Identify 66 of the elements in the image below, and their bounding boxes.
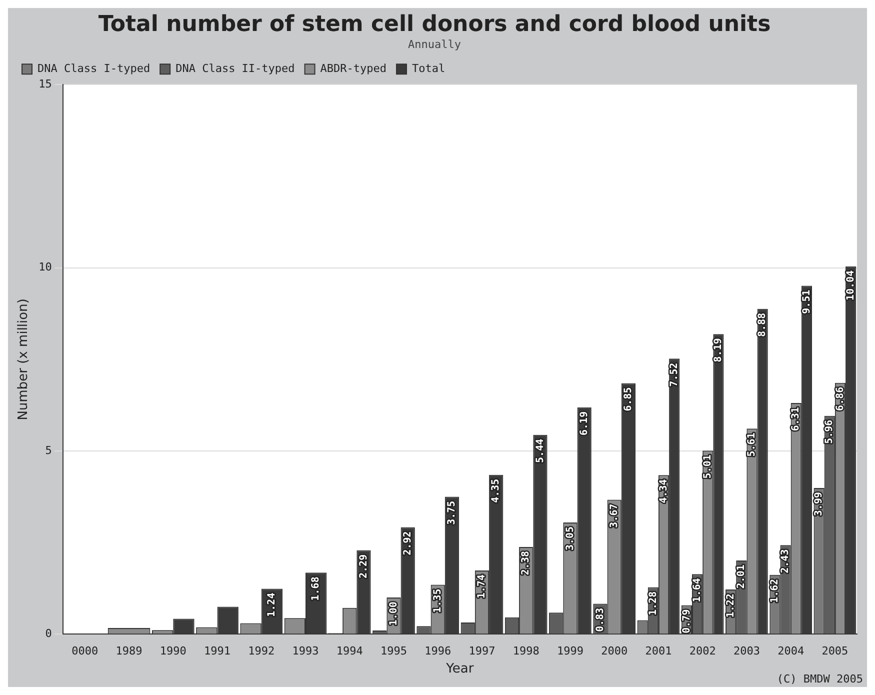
data-label: 1.22 (725, 594, 736, 618)
data-label: 5.44 (534, 438, 546, 463)
x-tick-label: 1995 (380, 644, 407, 658)
data-label: 6.19 (578, 411, 590, 436)
data-label: 4.34 (658, 479, 670, 504)
x-tick-label: 2004 (778, 644, 804, 658)
data-label: 6.31 (790, 407, 802, 432)
data-label: 3.05 (564, 526, 576, 551)
data-label: 2.29 (358, 554, 370, 578)
data-label: 9.51 (801, 290, 812, 314)
text: (C) BMDW 2005 (776, 672, 863, 686)
data-label: 1.62 (770, 578, 781, 603)
data-label: 6.86 (834, 386, 846, 411)
x-tick-label: 1989 (116, 644, 142, 658)
data-label: 3.67 (608, 504, 620, 528)
x-tick-label: 1990 (160, 644, 186, 658)
x-tick-label: 2003 (733, 644, 760, 658)
x-tick-label: 1998 (512, 644, 540, 658)
x-tick-label: 1992 (248, 644, 275, 658)
data-label: 0.79 (681, 609, 692, 634)
data-label: 1.28 (648, 591, 659, 616)
x-tick-label: 1994 (336, 644, 364, 658)
x-tick-label: 1991 (204, 644, 231, 658)
data-label: 5.01 (702, 454, 714, 479)
data-label: 3.75 (446, 500, 458, 525)
data-label: 2.38 (520, 550, 532, 576)
data-label: 1.74 (476, 574, 488, 599)
x-tick-label: 1993 (292, 644, 319, 658)
data-label: 10.04 (845, 270, 856, 300)
x-tick-label: 0000 (72, 644, 98, 658)
x-tick-label: 1999 (556, 644, 584, 658)
data-label: 2.01 (736, 564, 747, 589)
data-label: 2.92 (402, 531, 414, 556)
legend-label: ABDR-typed (320, 62, 387, 75)
x-tick-label: 1997 (468, 644, 496, 658)
x-tick-label: 2001 (645, 644, 672, 658)
chart-subtitle: Annually (408, 38, 462, 51)
y-axis-title: Number (x million) (16, 298, 32, 420)
x-tick-label: 2002 (689, 644, 716, 658)
data-label: 5.61 (746, 432, 758, 457)
data-label: 3.99 (814, 492, 825, 516)
y-tick-label: 5 (45, 444, 52, 457)
data-label: 8.19 (713, 338, 724, 362)
data-label: 7.52 (668, 362, 680, 387)
data-label: 6.85 (623, 387, 634, 412)
data-label: 1.24 (266, 592, 278, 617)
data-label: 2.43 (780, 549, 792, 574)
y-tick-label: 0 (45, 627, 52, 640)
data-label: 1.00 (388, 602, 400, 626)
legend-label: Total (412, 62, 446, 75)
data-label: 5.96 (824, 420, 836, 444)
data-label: 4.35 (490, 478, 502, 503)
data-label: 1.35 (432, 588, 444, 613)
x-tick-label: 2005 (822, 644, 848, 658)
x-axis-title: Year (445, 662, 474, 677)
data-label: 1.64 (692, 578, 703, 602)
y-tick-label: 15 (38, 77, 52, 90)
x-tick-label: 1996 (424, 644, 452, 658)
legend-label: DNA Class I-typed (38, 62, 150, 75)
legend-label: DNA Class II-typed (176, 62, 295, 75)
chart-title: Total number of stem cell donors and cord blood units (98, 12, 771, 37)
x-tick-label: 2000 (601, 644, 628, 658)
data-label: 0.83 (594, 608, 606, 632)
data-label: 8.88 (757, 312, 768, 337)
data-label: 1.68 (310, 576, 322, 601)
y-tick-label: 10 (38, 260, 52, 274)
